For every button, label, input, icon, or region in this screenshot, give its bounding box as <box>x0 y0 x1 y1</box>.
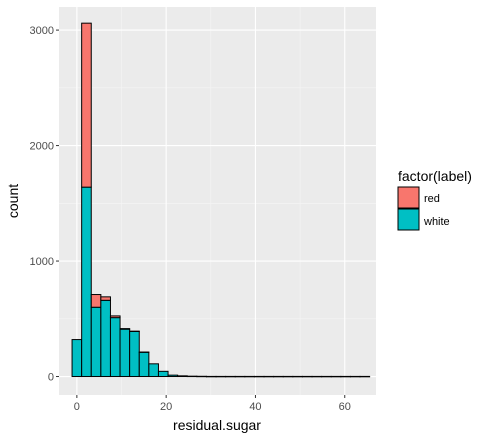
bar-white <box>110 318 120 377</box>
bar-red <box>91 295 101 308</box>
bar-white <box>130 331 140 376</box>
legend: factor(label) red white <box>398 168 472 230</box>
bar-white <box>72 340 82 377</box>
bar-red <box>110 316 120 318</box>
bar-white <box>139 352 149 376</box>
bar-red <box>101 297 111 300</box>
y-tick-label: 2000 <box>30 141 54 153</box>
bar-white <box>120 329 130 376</box>
bar-white <box>91 307 101 376</box>
x-axis-title: residual.sugar <box>173 417 261 433</box>
x-tick-label: 60 <box>339 401 351 413</box>
bar-white <box>149 364 159 377</box>
y-axis-title: count <box>5 184 21 218</box>
y-tick-label: 0 <box>48 372 54 384</box>
bar-white <box>168 375 178 376</box>
bar-white <box>178 376 188 377</box>
y-tick-label: 1000 <box>30 256 54 268</box>
bar-white <box>158 371 168 376</box>
legend-label-white: white <box>423 216 450 228</box>
bar-red <box>82 23 92 187</box>
y-tick-label: 3000 <box>30 25 54 37</box>
legend-key-white <box>398 209 419 230</box>
legend-label-red: red <box>424 193 440 205</box>
bar-red <box>120 329 130 330</box>
x-tick-label: 40 <box>249 401 261 413</box>
legend-title: factor(label) <box>398 168 472 184</box>
bar-white <box>101 300 111 376</box>
bar-white <box>82 187 92 376</box>
legend-key-red <box>398 187 419 208</box>
x-axis-ticks: 0 20 40 60 <box>74 395 351 413</box>
x-tick-label: 0 <box>74 401 80 413</box>
x-tick-label: 20 <box>160 401 172 413</box>
y-axis-ticks: 0 1000 2000 3000 <box>30 25 59 383</box>
